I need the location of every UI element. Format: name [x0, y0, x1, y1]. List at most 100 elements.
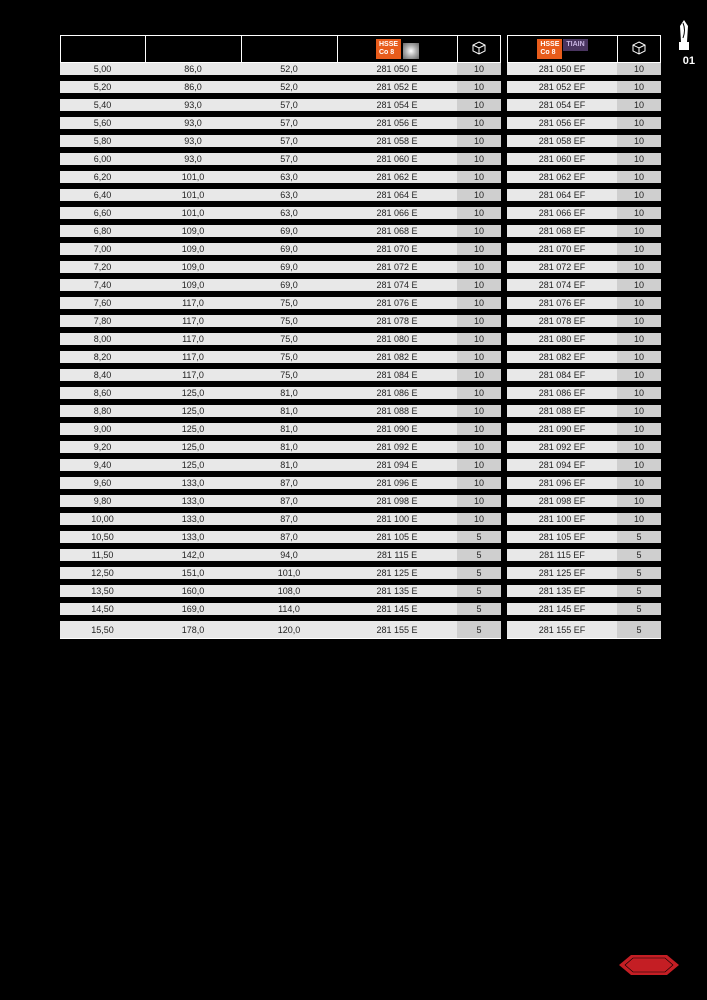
cell-length-2: 63,0 [241, 207, 337, 225]
cell-code-e: 281 060 E [337, 153, 457, 171]
cell-diameter: 7,20 [60, 261, 145, 279]
table-row: 8,80125,081,0281 088 E10 [60, 405, 501, 423]
cell-qty-e: 10 [457, 477, 501, 495]
cell-code-ef: 281 100 EF [507, 513, 617, 531]
cell-code-e: 281 056 E [337, 117, 457, 135]
cell-length-1: 125,0 [145, 441, 241, 459]
cell-qty-e: 10 [457, 441, 501, 459]
cell-diameter: 6,60 [60, 207, 145, 225]
cell-qty-e: 5 [457, 603, 501, 621]
cell-code-e: 281 086 E [337, 387, 457, 405]
cell-code-ef: 281 076 EF [507, 297, 617, 315]
cell-qty-ef: 5 [617, 549, 661, 567]
cell-code-ef: 281 058 EF [507, 135, 617, 153]
cell-length-1: 93,0 [145, 135, 241, 153]
cell-qty-ef: 10 [617, 405, 661, 423]
cell-diameter: 10,50 [60, 531, 145, 549]
hsse-badge: HSSECo 8 [537, 39, 562, 59]
cell-code-ef: 281 092 EF [507, 441, 617, 459]
cell-length-1: 117,0 [145, 315, 241, 333]
table-row: 281 062 EF10 [507, 171, 661, 189]
cell-length-1: 133,0 [145, 477, 241, 495]
cell-qty-ef: 10 [617, 81, 661, 99]
table-row: 6,40101,063,0281 064 E10 [60, 189, 501, 207]
cell-code-ef: 281 115 EF [507, 549, 617, 567]
cell-length-1: 93,0 [145, 99, 241, 117]
table-row: 281 155 EF5 [507, 621, 661, 639]
table-header-row: HSSECo 8 [60, 35, 501, 63]
table-row: 281 135 EF5 [507, 585, 661, 603]
cell-diameter: 13,50 [60, 585, 145, 603]
table-row: 281 070 EF10 [507, 243, 661, 261]
cell-qty-e: 10 [457, 513, 501, 531]
table-row: 11,50142,094,0281 115 E5 [60, 549, 501, 567]
shine-icon [403, 43, 419, 59]
cell-qty-e: 10 [457, 351, 501, 369]
cell-length-2: 57,0 [241, 117, 337, 135]
cell-qty-ef: 10 [617, 225, 661, 243]
cell-qty-ef: 10 [617, 441, 661, 459]
cell-code-ef: 281 082 EF [507, 351, 617, 369]
cell-length-1: 117,0 [145, 351, 241, 369]
cell-qty-ef: 10 [617, 495, 661, 513]
cell-qty-e: 10 [457, 99, 501, 117]
table-row: 8,60125,081,0281 086 E10 [60, 387, 501, 405]
cell-qty-e: 10 [457, 135, 501, 153]
cell-length-2: 101,0 [241, 567, 337, 585]
cell-qty-ef: 10 [617, 297, 661, 315]
cell-code-ef: 281 068 EF [507, 225, 617, 243]
table-row: 281 086 EF10 [507, 387, 661, 405]
cell-qty-ef: 10 [617, 279, 661, 297]
cell-length-1: 133,0 [145, 495, 241, 513]
cell-qty-e: 10 [457, 315, 501, 333]
cell-length-2: 87,0 [241, 495, 337, 513]
table-row: 8,00117,075,0281 080 E10 [60, 333, 501, 351]
cell-qty-ef: 10 [617, 423, 661, 441]
cell-qty-ef: 10 [617, 387, 661, 405]
table-row: 281 084 EF10 [507, 369, 661, 387]
cell-code-ef: 281 084 EF [507, 369, 617, 387]
table-row: 5,6093,057,0281 056 E10 [60, 117, 501, 135]
cell-qty-ef: 10 [617, 351, 661, 369]
cell-length-2: 81,0 [241, 459, 337, 477]
cell-qty-e: 10 [457, 459, 501, 477]
table-row: 7,60117,075,0281 076 E10 [60, 297, 501, 315]
cell-diameter: 9,40 [60, 459, 145, 477]
table-row: 6,0093,057,0281 060 E10 [60, 153, 501, 171]
cell-code-e: 281 135 E [337, 585, 457, 603]
cell-code-e: 281 074 E [337, 279, 457, 297]
cell-length-2: 57,0 [241, 153, 337, 171]
cell-length-2: 81,0 [241, 423, 337, 441]
cell-code-e: 281 090 E [337, 423, 457, 441]
cell-length-1: 109,0 [145, 243, 241, 261]
cell-code-e: 281 080 E [337, 333, 457, 351]
cell-diameter: 7,00 [60, 243, 145, 261]
cell-length-1: 101,0 [145, 189, 241, 207]
cell-qty-ef: 5 [617, 603, 661, 621]
table-row: 281 100 EF10 [507, 513, 661, 531]
cell-code-e: 281 076 E [337, 297, 457, 315]
cell-code-e: 281 066 E [337, 207, 457, 225]
cell-length-2: 94,0 [241, 549, 337, 567]
table-row: 6,20101,063,0281 062 E10 [60, 171, 501, 189]
cell-length-1: 151,0 [145, 567, 241, 585]
cell-length-2: 63,0 [241, 171, 337, 189]
cell-qty-e: 10 [457, 171, 501, 189]
col-code-e: HSSECo 8 [337, 35, 457, 63]
table-row: 281 092 EF10 [507, 441, 661, 459]
table-row: 7,00109,069,0281 070 E10 [60, 243, 501, 261]
cell-code-ef: 281 062 EF [507, 171, 617, 189]
cell-diameter: 8,40 [60, 369, 145, 387]
table-row: 9,80133,087,0281 098 E10 [60, 495, 501, 513]
cell-length-2: 57,0 [241, 99, 337, 117]
cell-code-ef: 281 054 EF [507, 99, 617, 117]
cell-qty-e: 10 [457, 279, 501, 297]
cell-diameter: 5,60 [60, 117, 145, 135]
table-row: 281 052 EF10 [507, 81, 661, 99]
table-row: 9,20125,081,0281 092 E10 [60, 441, 501, 459]
table-row: 281 094 EF10 [507, 459, 661, 477]
cell-length-2: 52,0 [241, 81, 337, 99]
cell-length-2: 52,0 [241, 63, 337, 81]
cell-diameter: 9,80 [60, 495, 145, 513]
cell-qty-e: 10 [457, 81, 501, 99]
